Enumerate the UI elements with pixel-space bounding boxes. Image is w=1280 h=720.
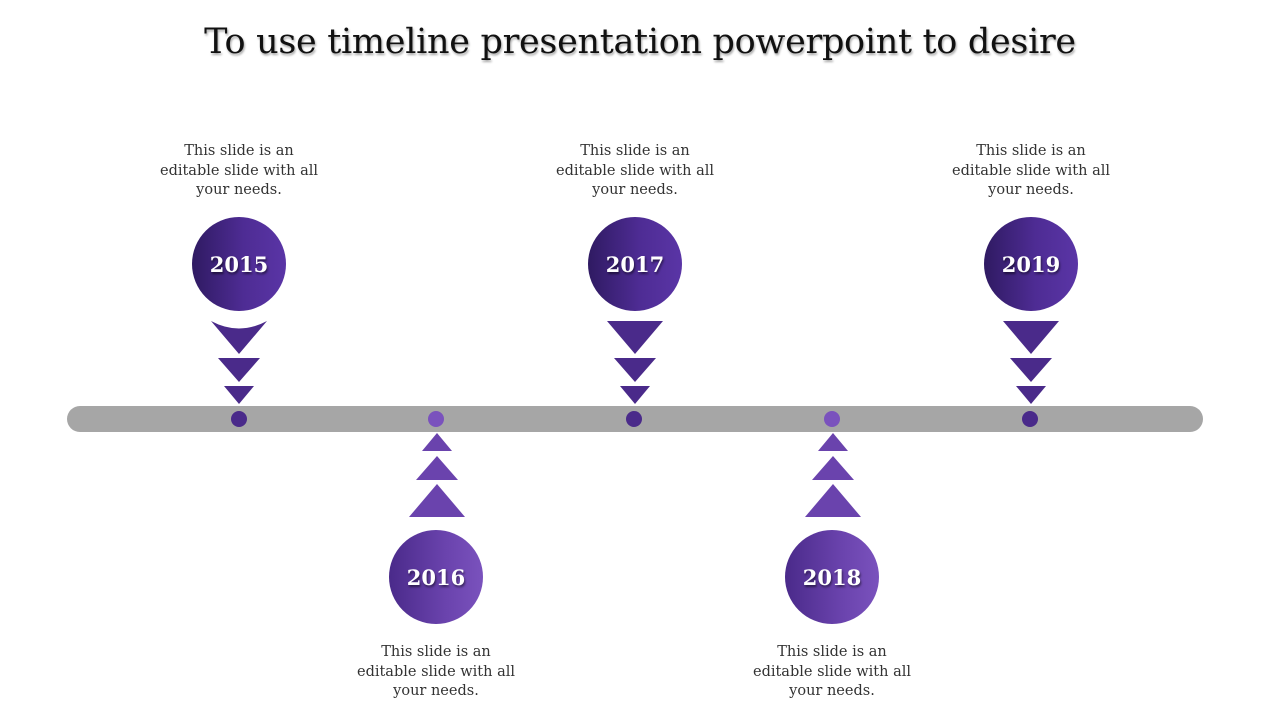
timeline-dot-2017: [626, 411, 642, 427]
down-chevrons-icon: [607, 321, 663, 404]
timeline-dot-2018: [824, 411, 840, 427]
timeline-dot-2019: [1022, 411, 1038, 427]
milestone-circle-2019: 2019: [984, 217, 1078, 311]
down-chevrons-icon: [1003, 321, 1059, 404]
milestone-caption-2018: This slide is an editable slide with all…: [752, 644, 911, 699]
up-chevrons-icon: [409, 433, 465, 517]
milestone-caption-2015: This slide is an editable slide with all…: [159, 143, 318, 198]
milestone-caption-2019: This slide is an editable slide with all…: [951, 143, 1110, 198]
milestone-year-2018: 2018: [802, 564, 862, 590]
down-chevrons-icon: [211, 321, 267, 404]
up-chevrons-icon: [805, 433, 861, 517]
milestone-caption-2017: This slide is an editable slide with all…: [555, 143, 714, 198]
milestone-circle-2016: 2016: [389, 530, 483, 624]
milestone-circle-2015: 2015: [192, 217, 286, 311]
milestone-year-2016: 2016: [406, 564, 466, 590]
milestone-year-2017: 2017: [605, 251, 665, 277]
milestone-year-2015: 2015: [209, 251, 269, 277]
timeline-dot-2016: [428, 411, 444, 427]
milestone-circle-2018: 2018: [785, 530, 879, 624]
slide-title: To use timeline presentation powerpoint …: [204, 22, 1076, 62]
milestone-year-2019: 2019: [1001, 251, 1061, 277]
milestone-caption-2016: This slide is an editable slide with all…: [356, 644, 515, 699]
timeline-dot-2015: [231, 411, 247, 427]
milestone-circle-2017: 2017: [588, 217, 682, 311]
